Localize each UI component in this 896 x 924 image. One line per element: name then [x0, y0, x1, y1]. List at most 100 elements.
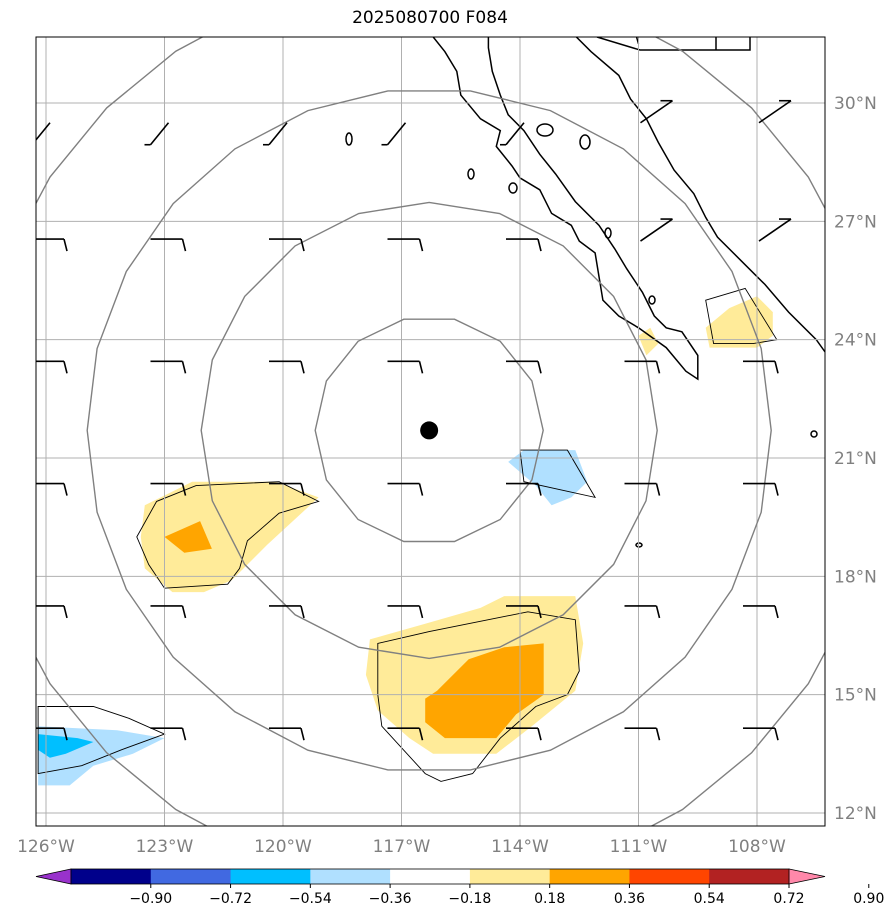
- colorbar-tick-label: 0.90: [853, 891, 884, 907]
- colorbar-tick-label: 0.36: [614, 891, 645, 907]
- lat-tick-label: 30°N: [834, 94, 877, 114]
- colorbar-tick-label: −0.18: [448, 891, 491, 907]
- colorbar-tick-label: −0.36: [369, 891, 412, 907]
- contour-sw: [37, 706, 166, 775]
- wind-barb: [743, 727, 779, 741]
- shade-west-pos: [140, 481, 319, 593]
- colorbar-segment: [310, 869, 391, 884]
- colorbar-segment: [469, 869, 551, 884]
- wind-barb: [269, 482, 305, 496]
- colorbar-frame: [70, 868, 790, 885]
- storm-center-dot: [420, 421, 439, 440]
- coast-baja: [432, 37, 699, 381]
- lat-tick-label: 12°N: [834, 804, 877, 824]
- wind-barb: [263, 122, 288, 146]
- colorbar: −0.90 −0.72 −0.54 −0.36 −0.18 0.18 0.36 0.54 0.7…: [35, 868, 884, 907]
- wind-barb: [624, 727, 661, 741]
- island-2: [467, 168, 475, 180]
- colorbar-segment: [390, 869, 471, 884]
- wind-barb: [269, 360, 305, 374]
- wind-barbs: [36, 99, 792, 741]
- colorbar-tick-label: −0.90: [129, 891, 172, 907]
- wind-barb: [506, 238, 542, 252]
- lat-tick-label: 18°N: [834, 567, 877, 587]
- shade-gulf-pos: [638, 327, 659, 356]
- colorbar-tick-label: 0.72: [773, 891, 804, 907]
- wind-barb: [758, 218, 792, 242]
- colorbar-extend-low: [35, 868, 72, 885]
- lon-tick-label: 117°W: [373, 837, 431, 857]
- colorbar-segment: [150, 869, 232, 884]
- colorbar-segment: [230, 869, 311, 884]
- range-ring: [86, 90, 772, 771]
- wind-barb: [506, 482, 542, 496]
- contour-central: [519, 449, 597, 499]
- colorbar-tick-label: −0.72: [209, 891, 252, 907]
- lon-tick-label: 114°W: [491, 837, 549, 857]
- island-1: [345, 132, 353, 146]
- island-5: [579, 134, 591, 150]
- colorbar-segment: [71, 869, 152, 884]
- contour-west: [136, 481, 320, 589]
- wind-barb: [269, 727, 305, 741]
- lat-tick-label: 15°N: [834, 686, 877, 706]
- colorbar-extend-high: [788, 868, 826, 885]
- wind-barb: [506, 727, 542, 741]
- wind-barb: [743, 605, 779, 619]
- island-9: [648, 295, 656, 305]
- wind-barb: [269, 238, 305, 252]
- lat-tick-label: 27°N: [834, 212, 877, 232]
- wind-barb: [36, 360, 68, 374]
- wind-barb: [640, 99, 673, 124]
- border-segment: [635, 37, 640, 45]
- wind-barb: [640, 218, 673, 242]
- colorbar-tick-label: 0.18: [534, 891, 565, 907]
- colorbar-tick-label: −0.54: [289, 891, 332, 907]
- wind-barb: [500, 122, 525, 146]
- wind-barb: [144, 122, 170, 146]
- island-8: [604, 227, 612, 239]
- shade-south-pos-strong: [425, 643, 544, 739]
- lat-tick-label: 21°N: [834, 449, 877, 469]
- wind-barb: [387, 238, 424, 252]
- range-ring: [200, 201, 658, 660]
- wind-barb: [387, 727, 424, 741]
- wind-barb: [150, 605, 187, 619]
- wind-barb: [150, 482, 187, 496]
- coast-mainland: [575, 37, 825, 354]
- wind-barb: [758, 99, 792, 124]
- island-4: [536, 123, 554, 137]
- lon-tick-label: 123°W: [136, 837, 194, 857]
- wind-barb: [387, 360, 424, 374]
- wind-barb: [506, 605, 542, 619]
- lon-tick-label: 120°W: [254, 837, 312, 857]
- latitude-labels: 30°N 27°N 24°N 21°N 18°N 15°N 12°N: [834, 94, 877, 824]
- shade-west-pos-strong: [164, 521, 212, 553]
- map-frame: [35, 36, 826, 827]
- wind-barb: [381, 122, 407, 146]
- shade-sw-neg-strong: [38, 734, 94, 758]
- colorbar-tick-label: 0.54: [694, 891, 725, 907]
- wind-barb: [150, 238, 187, 252]
- range-ring: [314, 318, 544, 543]
- colorbar-segment: [549, 869, 630, 884]
- lat-tick-label: 24°N: [834, 331, 877, 351]
- lon-tick-label: 108°W: [728, 837, 786, 857]
- contour-south: [377, 611, 580, 782]
- wind-barb: [36, 122, 51, 142]
- wind-barb: [624, 360, 661, 374]
- wind-barb: [269, 605, 305, 619]
- contour-lines: [37, 287, 778, 782]
- wind-barb: [36, 727, 68, 741]
- wind-barb: [36, 238, 68, 252]
- wind-barb: [624, 482, 661, 496]
- colorbar-segment: [629, 869, 710, 884]
- wind-barb: [743, 482, 779, 496]
- coastline: [345, 37, 825, 548]
- wind-barb: [387, 482, 424, 496]
- wind-barb: [743, 360, 779, 374]
- wind-barb: [36, 605, 68, 619]
- center-marker: [420, 421, 439, 440]
- wind-barb: [150, 360, 187, 374]
